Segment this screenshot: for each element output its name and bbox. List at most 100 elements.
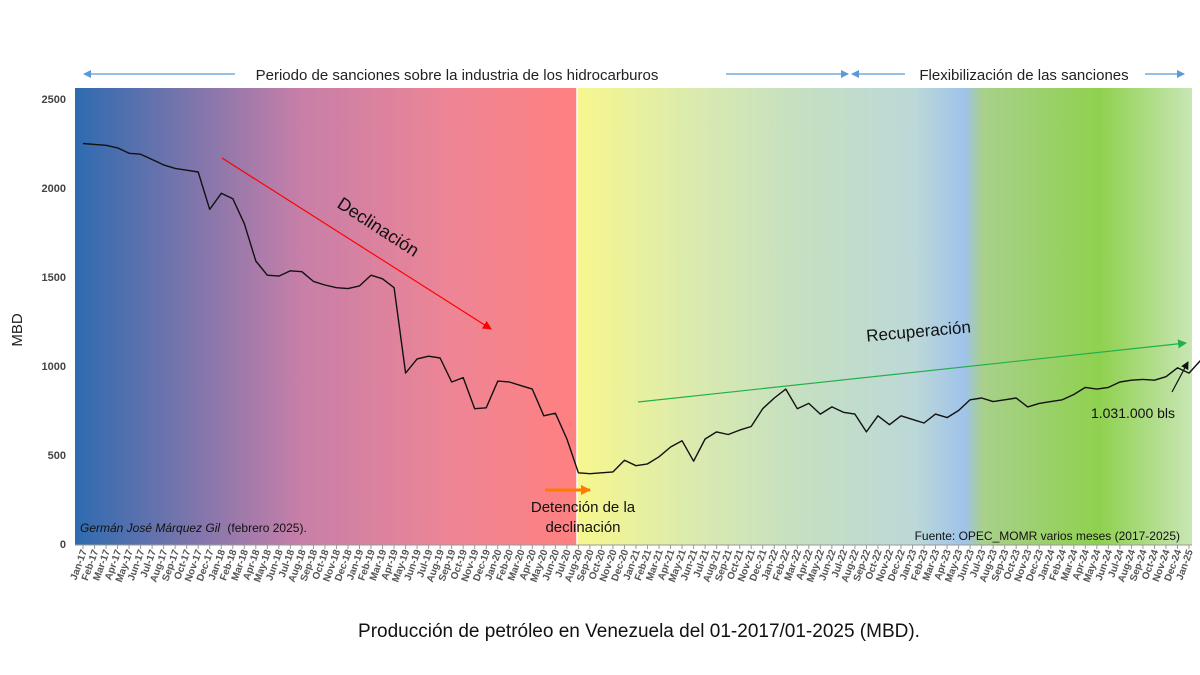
last-value-arrow [1171, 361, 1189, 393]
data-point [347, 288, 349, 290]
x-axis: Jan-17Feb-17Mar-17Apr-17May-17Jun-17Jul-… [69, 545, 1196, 584]
flex-phase-label: Flexibilización de las sanciones [919, 67, 1128, 84]
y-tick-label: 0 [60, 539, 66, 551]
data-point [428, 355, 430, 357]
data-point [82, 143, 84, 145]
data-point [1130, 379, 1132, 381]
data-point [842, 411, 844, 413]
y-tick-label: 2000 [42, 183, 66, 195]
data-point [1073, 394, 1075, 396]
data-point [865, 431, 867, 433]
data-point [508, 381, 510, 383]
data-point [1188, 372, 1190, 374]
data-point [301, 271, 303, 273]
data-point [1084, 386, 1086, 388]
data-point [1038, 402, 1040, 404]
data-point [1096, 388, 1098, 390]
data-point [647, 463, 649, 465]
source-credit: Fuente: OPEC_MOMR varios meses (2017-202… [915, 529, 1180, 543]
data-point [727, 434, 729, 436]
data-point [278, 275, 280, 277]
author-date: (febrero 2025). [227, 521, 306, 535]
data-point [174, 167, 176, 169]
data-point [796, 408, 798, 410]
flexibilization-band [577, 88, 1192, 545]
data-point [151, 159, 153, 161]
data-point [485, 407, 487, 409]
data-point [1119, 381, 1121, 383]
data-point [105, 144, 107, 146]
sanctions-phase-label: Periodo de sanciones sobre la industria … [256, 67, 659, 84]
data-point [716, 431, 718, 433]
data-point [589, 473, 591, 475]
data-point [243, 223, 245, 225]
data-point [531, 388, 533, 390]
data-point [255, 260, 257, 262]
data-point [232, 198, 234, 200]
data-point [808, 402, 810, 404]
data-point [1004, 399, 1006, 401]
data-point [612, 471, 614, 473]
author-name: Germán José Márquez Gil [80, 521, 220, 535]
y-axis: 0 500 1000 1500 2000 2500 [42, 94, 66, 551]
data-point [186, 169, 188, 171]
data-point [992, 401, 994, 403]
data-point [1165, 376, 1167, 378]
data-point [462, 377, 464, 379]
data-point [382, 278, 384, 280]
data-point [923, 422, 925, 424]
data-point [439, 357, 441, 359]
data-point [1107, 386, 1109, 388]
data-point [981, 397, 983, 399]
y-tick-label: 1500 [42, 272, 66, 284]
data-point [935, 413, 937, 415]
data-point [451, 381, 453, 383]
y-axis-label: MBD [9, 313, 26, 347]
data-point [197, 171, 199, 173]
data-point [163, 164, 165, 166]
data-point [474, 408, 476, 410]
data-point [370, 274, 372, 276]
data-point [1061, 399, 1063, 401]
data-point [900, 415, 902, 417]
data-point [266, 274, 268, 276]
author-credit: Germán José Márquez Gil (febrero 2025). [80, 521, 307, 535]
y-tick-label: 500 [48, 450, 66, 462]
data-point [773, 397, 775, 399]
data-point [289, 270, 291, 272]
data-point [416, 358, 418, 360]
data-point [336, 287, 338, 289]
data-point [566, 438, 568, 440]
data-point [554, 412, 556, 414]
data-point [969, 399, 971, 401]
data-point [877, 415, 879, 417]
data-point [1142, 378, 1144, 380]
data-point [785, 388, 787, 390]
data-point [958, 410, 960, 412]
data-point [312, 280, 314, 282]
data-point [889, 424, 891, 426]
data-point [750, 426, 752, 428]
data-point [94, 143, 96, 145]
stop-label-line2: declinación [545, 519, 620, 536]
data-point [393, 287, 395, 289]
data-point [831, 406, 833, 408]
data-point [209, 208, 211, 210]
data-point [1015, 397, 1017, 399]
data-point [128, 152, 130, 154]
data-point [577, 472, 579, 474]
data-point [693, 460, 695, 462]
data-point [635, 465, 637, 467]
data-point [140, 153, 142, 155]
data-point [854, 413, 856, 415]
stop-label-line1: Detención de la [531, 499, 636, 516]
production-line [82, 142, 1200, 475]
data-point [912, 418, 914, 420]
sanctions-band [75, 88, 577, 545]
data-point [520, 385, 522, 387]
data-point [359, 285, 361, 287]
data-point [704, 438, 706, 440]
data-point [681, 440, 683, 442]
data-point [117, 147, 119, 149]
